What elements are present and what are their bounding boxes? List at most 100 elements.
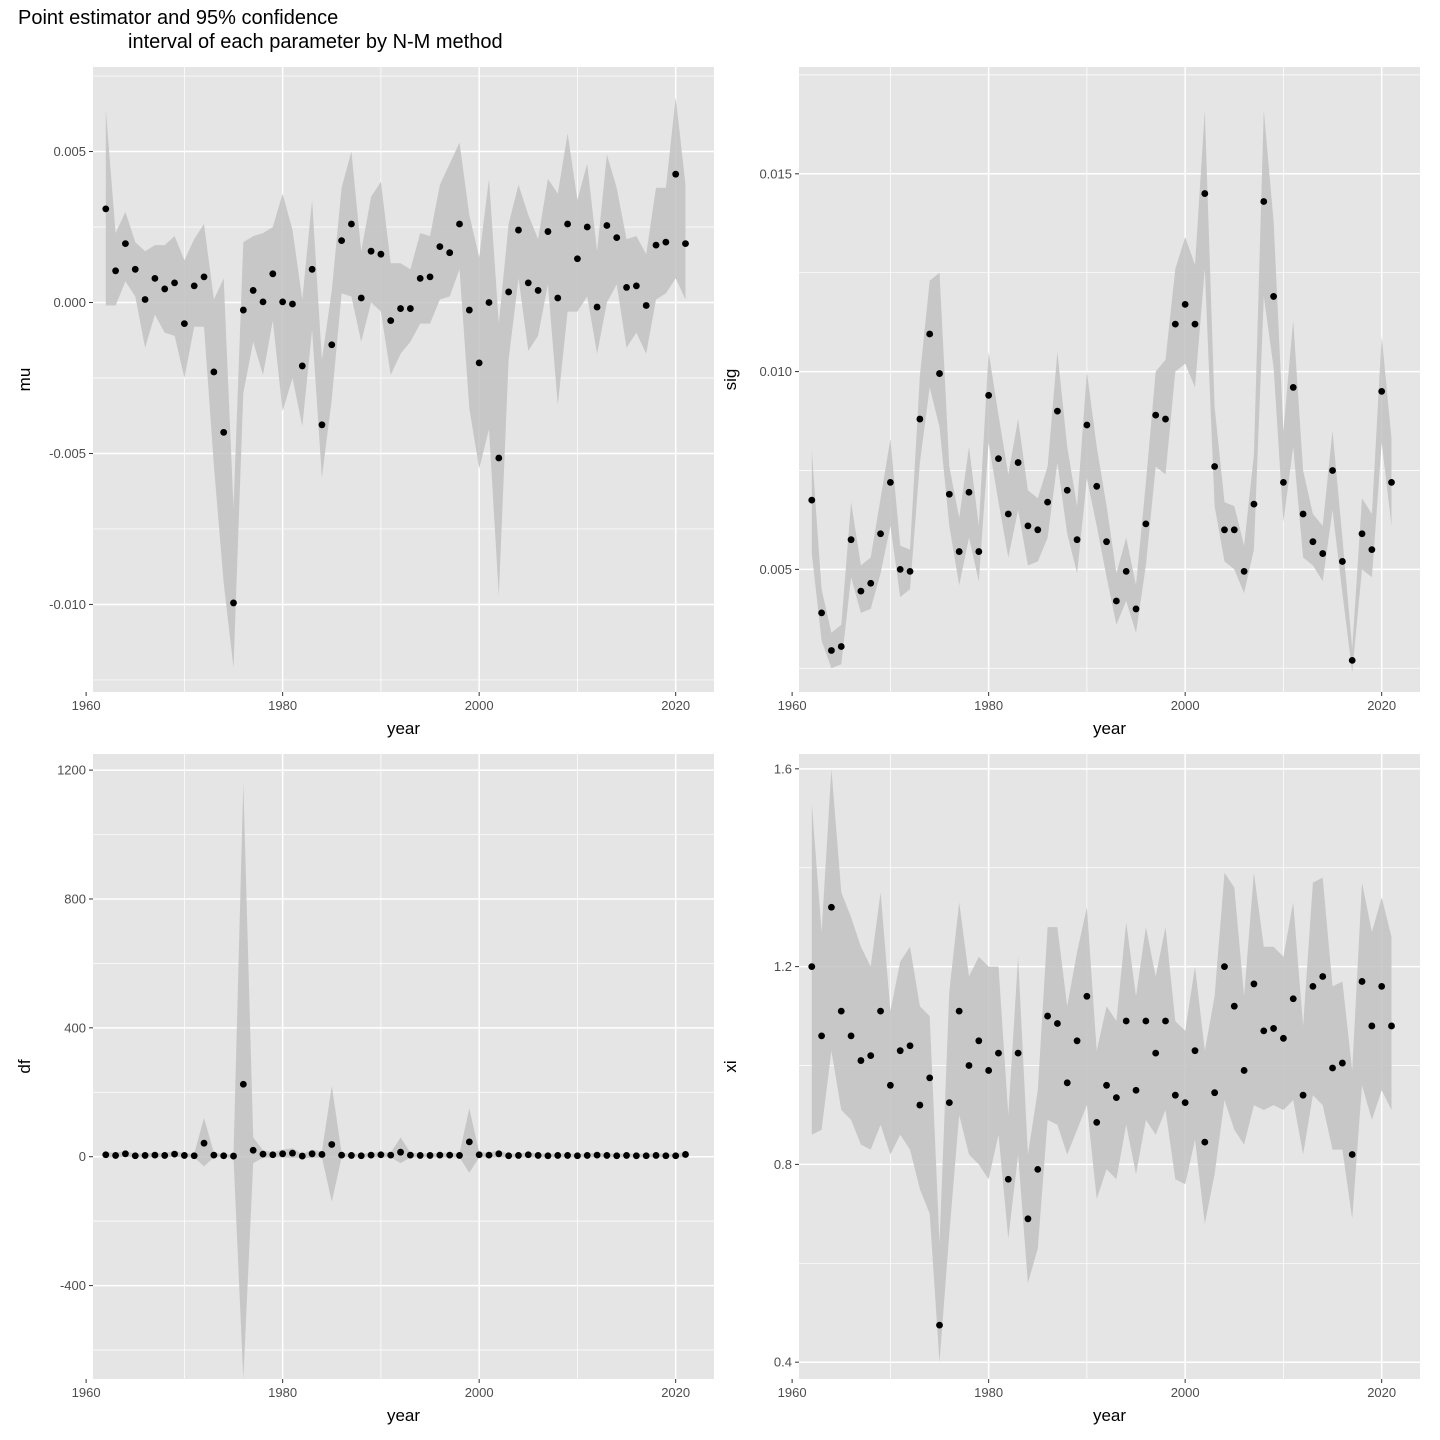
x-axis-title: year xyxy=(387,719,420,738)
y-tick-label: 1.6 xyxy=(774,761,792,776)
data-point xyxy=(298,362,306,370)
data-point xyxy=(603,222,611,229)
panel-xi: 1960 1980 2000 2020 0.4 0.8 1.2 1.6 year xi xyxy=(721,754,1420,1425)
data-point xyxy=(916,415,924,423)
data-point xyxy=(1054,1020,1061,1027)
data-point xyxy=(515,226,522,234)
data-point xyxy=(985,1067,993,1074)
data-point xyxy=(1201,190,1209,197)
data-point xyxy=(151,274,159,282)
data-point xyxy=(1211,463,1219,470)
data-point xyxy=(544,228,552,235)
data-point xyxy=(583,1152,591,1159)
data-point xyxy=(426,1152,434,1159)
y-tick-label: 0.005 xyxy=(759,562,792,577)
data-point xyxy=(397,305,404,312)
data-point xyxy=(1191,1047,1199,1055)
data-point xyxy=(220,1152,228,1160)
data-point xyxy=(1073,1037,1081,1045)
data-point xyxy=(1348,656,1356,664)
y-tick-label: 1200 xyxy=(57,763,86,778)
data-point xyxy=(603,1152,611,1159)
data-point xyxy=(682,1151,689,1158)
data-point xyxy=(387,1151,395,1159)
data-point xyxy=(239,1080,247,1088)
data-point xyxy=(1093,482,1101,490)
data-point xyxy=(945,490,953,498)
y-tick-label: 0.4 xyxy=(774,1355,792,1370)
data-point xyxy=(357,294,365,302)
y-tick-label: 0.015 xyxy=(759,166,792,181)
data-point xyxy=(1054,407,1061,415)
y-tick-label: -0.010 xyxy=(49,597,86,612)
data-point xyxy=(1388,478,1395,486)
data-point xyxy=(338,1151,345,1159)
x-tick-label: 1980 xyxy=(974,698,1003,713)
x-tick-label: 2000 xyxy=(465,1385,494,1400)
data-point xyxy=(867,579,875,587)
data-point xyxy=(220,428,228,436)
data-point xyxy=(446,249,454,257)
data-point xyxy=(1171,1091,1179,1099)
data-point xyxy=(837,1007,845,1015)
data-point xyxy=(289,300,296,308)
data-point xyxy=(652,1152,660,1159)
data-point xyxy=(926,330,934,338)
data-point xyxy=(1083,421,1091,429)
data-point xyxy=(338,237,345,245)
y-axis-title: xi xyxy=(721,1060,740,1072)
data-point xyxy=(259,298,267,306)
data-point xyxy=(652,241,660,249)
confidence-ribbon xyxy=(105,97,686,668)
data-point xyxy=(544,1152,552,1160)
data-point xyxy=(102,205,110,213)
data-point xyxy=(406,1151,414,1159)
y-tick-label: 0.8 xyxy=(774,1157,792,1172)
data-point xyxy=(1191,320,1199,328)
data-point xyxy=(955,548,963,555)
data-point xyxy=(916,1101,924,1109)
data-point xyxy=(279,298,287,306)
data-point xyxy=(1073,536,1081,544)
data-point xyxy=(955,1007,963,1015)
x-tick-label: 2020 xyxy=(1367,1385,1396,1400)
data-point xyxy=(436,1151,444,1159)
page-title: Point estimator and 95% confidence interv… xyxy=(18,6,503,54)
data-point xyxy=(1358,530,1366,538)
data-point xyxy=(1024,522,1032,530)
data-point xyxy=(230,599,237,607)
data-point xyxy=(279,1150,287,1158)
data-point xyxy=(1378,982,1386,990)
data-point xyxy=(200,273,208,281)
data-point xyxy=(131,265,139,273)
data-point xyxy=(249,287,257,294)
data-point xyxy=(465,306,473,314)
data-point xyxy=(1309,538,1317,546)
data-point xyxy=(210,368,218,376)
data-point xyxy=(1319,973,1327,980)
data-point xyxy=(505,1152,513,1160)
x-tick-label: 1960 xyxy=(778,1385,807,1400)
data-point xyxy=(1338,558,1346,565)
data-point xyxy=(190,1152,198,1160)
data-point xyxy=(348,1152,355,1159)
y-tick-label: 0.005 xyxy=(53,144,86,159)
data-point xyxy=(357,1152,365,1160)
data-point xyxy=(249,1146,257,1154)
y-axis-title: df xyxy=(15,1059,34,1073)
data-point xyxy=(289,1149,296,1157)
data-point xyxy=(397,1148,404,1156)
data-point xyxy=(171,1150,178,1158)
data-point xyxy=(1044,1012,1051,1020)
data-point xyxy=(524,279,532,287)
data-point xyxy=(828,903,835,911)
y-tick-label: 800 xyxy=(64,891,86,906)
data-point xyxy=(1348,1151,1356,1158)
data-point xyxy=(1162,1017,1169,1025)
data-point xyxy=(936,1321,943,1329)
x-tick-label: 1960 xyxy=(72,1385,101,1400)
data-point xyxy=(112,1152,119,1159)
y-tick-label: -0.005 xyxy=(49,446,86,461)
title-line-1: Point estimator and 95% confidence xyxy=(18,7,339,29)
